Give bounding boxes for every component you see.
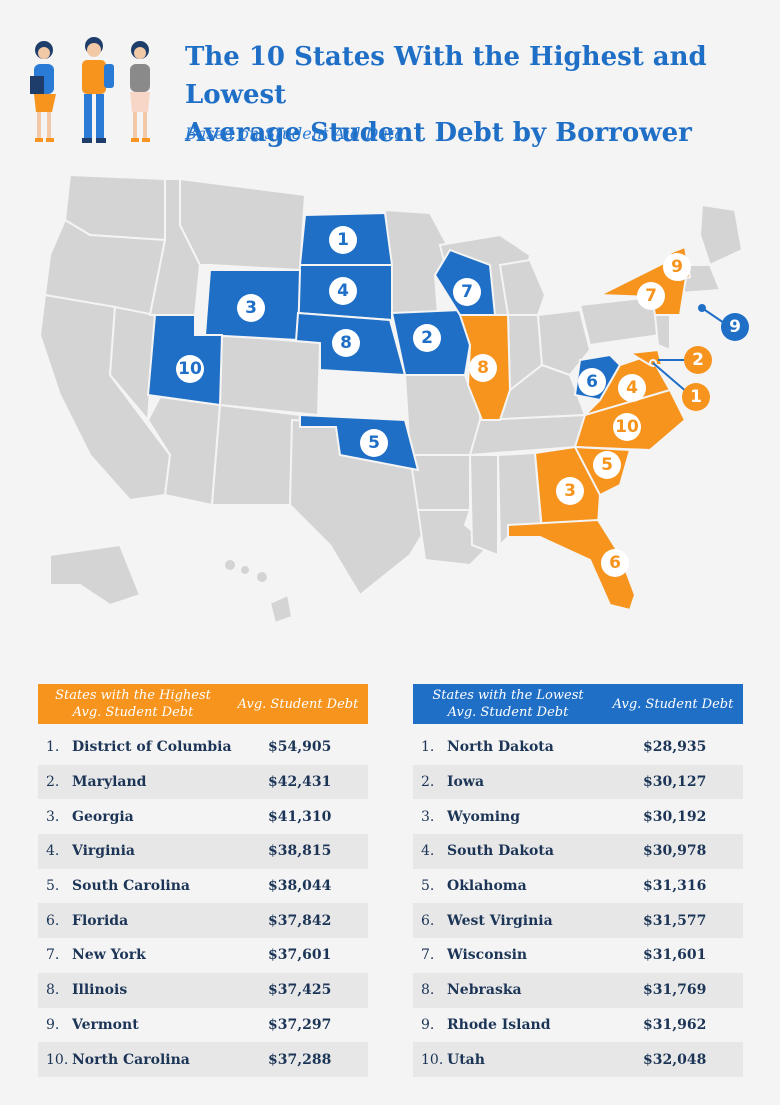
neutral-states: [38, 173, 744, 625]
svg-text:8: 8: [477, 358, 489, 378]
map-marker-lowest: 2: [413, 324, 441, 352]
lowest-table-state-header: States with the Lowest Avg. Student Debt: [432, 688, 584, 720]
table-row: 2. Iowa $30,127: [413, 764, 743, 800]
svg-text:1: 1: [337, 230, 349, 250]
table-row: 10. Utah $32,048: [413, 1042, 743, 1077]
highest-table-value-header: Avg. Student Debt: [237, 696, 359, 712]
map-marker-highest: 9: [663, 253, 691, 281]
svg-text:7: 7: [645, 286, 657, 306]
map-marker-highest: 10: [613, 413, 641, 441]
map-marker-lowest: 1: [329, 226, 357, 254]
table-row: 6. West Virginia $31,577: [413, 903, 743, 939]
table-row: 2. Maryland $42,431: [38, 764, 368, 800]
map-marker-highest: 5: [593, 451, 621, 479]
svg-text:9: 9: [729, 317, 741, 337]
map-marker-highest: 7: [637, 282, 665, 310]
svg-text:3: 3: [564, 481, 576, 501]
students-illustration: [30, 37, 150, 143]
map-marker-lowest: 7: [453, 278, 481, 306]
map-marker-lowest: 8: [332, 329, 360, 357]
highest-table-state-header: States with the Highest Avg. Student Deb…: [55, 688, 211, 720]
highest-table-rows: 1. District of Columbia $54,905 2. Maryland…: [38, 730, 368, 1077]
map-marker-highest: 3: [556, 477, 584, 505]
table-row: 5. Oklahoma $31,316: [421, 878, 707, 895]
subtitle: Based on Student Aid Data: [185, 124, 404, 143]
table-row: 4. South Dakota $30,978: [413, 834, 743, 869]
title-line-1: The 10 States With the Highest and Lowes…: [185, 42, 707, 110]
table-row: 7. New York $37,601: [46, 947, 332, 964]
state-florida: [507, 518, 637, 612]
map-marker-highest: 6: [601, 549, 629, 577]
table-row: 1. District of Columbia $54,905: [46, 739, 332, 756]
lowest-table-rows: 1. North Dakota $28,935 2. Iowa $30,127 3. Wy…: [413, 730, 743, 1077]
table-row: 10. North Carolina $37,288: [38, 1042, 368, 1077]
svg-text:3: 3: [245, 298, 257, 318]
svg-text:2: 2: [421, 328, 433, 348]
map-marker-highest: 2: [684, 346, 712, 374]
page-title: The 10 States With the Highest and Lowes…: [185, 38, 775, 152]
table-row: 8. Nebraska $31,769: [413, 972, 743, 1008]
svg-text:9: 9: [671, 257, 683, 277]
table-row: 3. Wyoming $30,192: [421, 808, 707, 825]
table-row: 8. Illinois $37,425: [38, 972, 368, 1008]
title-line-2: Average Student Debt by Borrower: [185, 118, 692, 148]
map-marker-lowest: 6: [578, 368, 606, 396]
lowest-table-value-header: Avg. Student Debt: [612, 696, 734, 712]
table-row: 5. South Carolina $38,044: [46, 878, 332, 895]
svg-text:6: 6: [609, 553, 621, 573]
map-marker-lowest: 9: [721, 313, 749, 341]
map-marker-lowest: 3: [237, 294, 265, 322]
lowest-debt-states: [146, 211, 708, 472]
map-marker-highest: 4: [618, 374, 646, 402]
highest-markers: 1 2 3 4 5 6 7 8 9 10: [469, 253, 712, 577]
table-row: 9. Rhode Island $31,962: [421, 1016, 707, 1033]
table-row: 6. Florida $37,842: [38, 903, 368, 939]
table-row: 4. Virginia $38,815: [38, 834, 368, 869]
svg-text:10: 10: [178, 359, 202, 379]
svg-text:2: 2: [692, 350, 704, 370]
lowest-debt-table: States with the Lowest Avg. Student Debt…: [413, 684, 743, 1077]
map-marker-lowest: 10: [176, 355, 204, 383]
lowest-table-header: States with the Lowest Avg. Student Debt…: [413, 684, 743, 724]
highest-table-header: States with the Highest Avg. Student Deb…: [38, 684, 368, 724]
us-map: 1 2 3 4 5 6 7 8 9 10 1 2 3 4 5 6 7 8 9 1…: [38, 173, 749, 625]
svg-text:10: 10: [615, 417, 639, 437]
table-row: 9. Vermont $37,297: [46, 1016, 332, 1033]
map-marker-lowest: 5: [360, 429, 388, 457]
svg-text:5: 5: [368, 433, 380, 453]
svg-text:5: 5: [601, 455, 613, 475]
svg-text:6: 6: [586, 372, 598, 392]
svg-text:8: 8: [340, 333, 352, 353]
table-row: 3. Georgia $41,310: [46, 808, 332, 825]
map-marker-highest: 1: [682, 383, 710, 411]
state-oklahoma: [299, 413, 420, 472]
table-row: 1. North Dakota $28,935: [421, 739, 707, 756]
svg-text:4: 4: [337, 281, 349, 301]
lowest-markers: 1 2 3 4 5 6 7 8 9 10: [176, 226, 749, 457]
svg-text:7: 7: [461, 282, 473, 302]
map-marker-highest: 8: [469, 354, 497, 382]
table-row: 7. Wisconsin $31,601: [421, 947, 707, 964]
svg-text:1: 1: [690, 387, 702, 407]
highest-debt-table: States with the Highest Avg. Student Deb…: [38, 684, 368, 1077]
map-marker-lowest: 4: [329, 277, 357, 305]
svg-text:4: 4: [626, 378, 638, 398]
